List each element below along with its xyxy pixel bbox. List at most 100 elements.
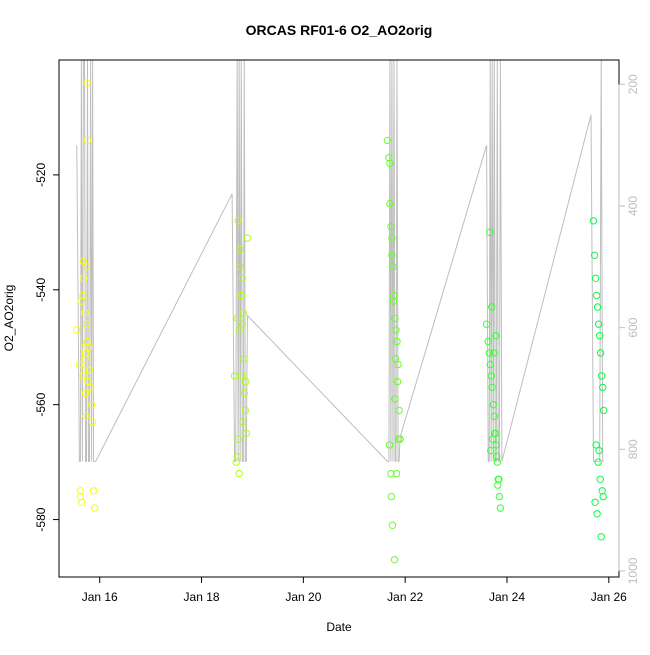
data-point — [482, 320, 491, 328]
data-point — [491, 429, 499, 438]
data-point — [592, 291, 601, 300]
data-point — [598, 372, 606, 380]
y2-tick-label: 1000 — [626, 557, 640, 584]
data-point — [395, 406, 403, 415]
data-point — [486, 360, 494, 369]
data-point — [89, 487, 98, 495]
data-point — [81, 309, 89, 317]
data-point — [76, 492, 85, 501]
data-point — [83, 337, 91, 346]
data-point — [599, 492, 607, 501]
data-point — [496, 504, 505, 512]
data-point — [233, 314, 241, 323]
x-axis: Jan 16 Jan 18 Jan 20 Jan 22 Jan 24 Jan 26 — [82, 576, 627, 604]
data-point — [383, 136, 392, 145]
data-point — [594, 320, 603, 328]
y2-axis: 200 400 600 800 1000 — [618, 74, 640, 584]
data-point — [237, 372, 246, 380]
data-point — [597, 533, 605, 541]
data-point — [389, 263, 397, 271]
data-point — [591, 274, 600, 282]
chart-title: ORCAS RF01-6 O2_AO2orig — [246, 22, 433, 38]
data-point — [390, 556, 399, 564]
data-point — [82, 320, 91, 328]
data-point — [485, 349, 493, 357]
data-point — [242, 378, 250, 386]
data-point — [80, 366, 89, 374]
y-tick-label: -520 — [34, 163, 48, 187]
data-point — [595, 446, 603, 455]
data-point — [488, 303, 496, 311]
data-point — [391, 395, 399, 403]
data-point — [238, 274, 247, 282]
data-point — [81, 349, 90, 357]
data-point — [596, 332, 604, 340]
data-point — [493, 452, 501, 461]
data-point — [488, 383, 496, 392]
data-point — [386, 199, 394, 208]
data-point — [81, 389, 90, 397]
data-point — [242, 429, 251, 438]
data-point — [240, 389, 249, 397]
data-point — [385, 154, 393, 162]
data-point — [79, 257, 88, 265]
data-point — [593, 510, 601, 518]
data-point — [492, 441, 500, 449]
data-point — [387, 222, 395, 231]
data-point — [83, 79, 91, 87]
y2-tick-label: 600 — [626, 317, 640, 337]
data-point — [390, 291, 398, 300]
y-tick-label: -540 — [34, 277, 48, 301]
data-point — [599, 383, 607, 392]
data-point — [391, 355, 400, 363]
data-point — [388, 234, 396, 242]
y2-tick-label: 400 — [626, 196, 640, 216]
data-point — [487, 446, 495, 455]
data-point — [597, 349, 605, 357]
data-point — [238, 320, 247, 328]
data-point — [492, 332, 500, 340]
data-point — [84, 378, 92, 386]
data-point — [393, 337, 401, 346]
data-point — [388, 251, 396, 260]
point-layer — [73, 79, 608, 564]
data-point — [81, 355, 89, 363]
y-axis-label: O2_AO2orig — [2, 285, 16, 352]
data-point — [82, 263, 91, 271]
data-point — [386, 159, 394, 168]
y2-tick-label: 200 — [626, 74, 640, 94]
data-point — [87, 401, 96, 409]
data-point — [596, 475, 604, 483]
data-point — [489, 401, 497, 409]
data-point — [233, 452, 241, 461]
x-tick-label: Jan 22 — [387, 590, 423, 604]
data-point — [234, 217, 242, 225]
y-tick-label: -560 — [34, 392, 48, 416]
x-axis-label: Date — [326, 620, 352, 634]
x-tick-label: Jan 18 — [184, 590, 220, 604]
data-point — [73, 326, 81, 334]
data-point — [387, 469, 395, 478]
data-point — [490, 349, 498, 357]
data-point — [590, 251, 599, 260]
data-point — [392, 469, 401, 478]
data-point — [239, 418, 247, 426]
data-point — [593, 303, 602, 311]
data-point — [385, 441, 394, 449]
data-point — [243, 234, 252, 242]
data-point — [484, 337, 492, 346]
data-point — [241, 406, 250, 415]
data-point — [490, 412, 498, 420]
data-point — [391, 314, 399, 323]
data-point — [235, 326, 243, 334]
data-point — [237, 291, 246, 300]
data-point — [240, 355, 248, 363]
x-tick-label: Jan 26 — [591, 590, 627, 604]
x-tick-label: Jan 24 — [489, 590, 525, 604]
data-point — [75, 360, 84, 369]
data-point — [493, 458, 501, 466]
y-axis: -580 -560 -540 -520 — [34, 163, 60, 532]
